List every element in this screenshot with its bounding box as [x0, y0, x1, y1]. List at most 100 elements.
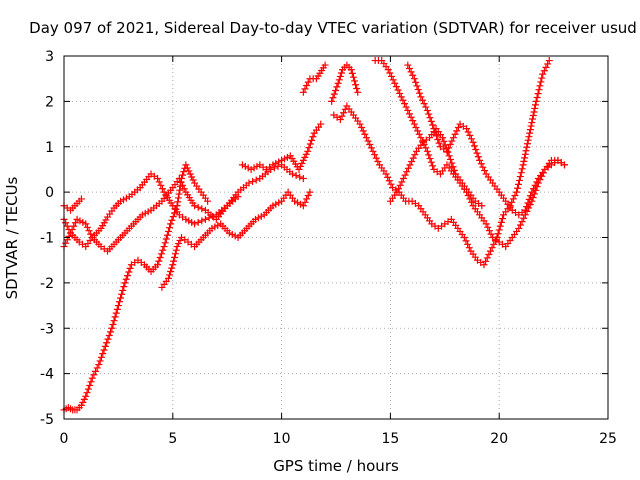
- data-point: [412, 78, 420, 86]
- data-point: [111, 313, 119, 321]
- data-point: [122, 275, 130, 283]
- data-point: [84, 385, 92, 393]
- data-point: [415, 130, 423, 138]
- data-point: [358, 123, 366, 131]
- data-point: [120, 283, 128, 291]
- data-point: [172, 205, 180, 213]
- data-point: [87, 378, 95, 386]
- data-point: [518, 218, 526, 226]
- data-point: [526, 126, 534, 134]
- data-point: [372, 154, 380, 162]
- series-arc-8: [328, 61, 362, 105]
- data-point: [539, 70, 547, 78]
- data-point: [191, 202, 199, 210]
- data-point: [403, 168, 411, 176]
- data-point: [516, 221, 524, 229]
- data-point: [62, 239, 70, 247]
- data-point: [527, 192, 535, 200]
- data-point: [469, 138, 477, 146]
- data-point: [107, 328, 115, 336]
- data-point: [155, 178, 163, 186]
- data-point: [303, 81, 311, 89]
- data-point: [485, 227, 493, 235]
- data-point: [394, 86, 402, 94]
- data-point: [164, 274, 172, 282]
- data-point: [328, 97, 336, 105]
- data-point: [176, 237, 184, 245]
- data-point: [176, 182, 184, 190]
- data-point: [198, 217, 206, 225]
- data-point: [407, 113, 415, 121]
- data-point: [117, 294, 125, 302]
- data-point: [309, 133, 317, 141]
- data-point: [440, 137, 448, 145]
- data-point: [125, 268, 133, 276]
- data-point: [450, 166, 458, 174]
- data-point: [517, 169, 525, 177]
- data-point: [433, 132, 441, 140]
- y-tick-label: -3: [40, 321, 54, 337]
- data-point: [158, 185, 166, 193]
- data-point: [194, 203, 202, 211]
- data-point: [531, 181, 539, 189]
- data-point: [488, 244, 496, 252]
- data-point: [523, 140, 531, 148]
- data-point: [426, 155, 434, 163]
- data-point: [168, 216, 176, 224]
- data-point: [173, 202, 181, 210]
- data-point: [477, 160, 485, 168]
- data-point: [529, 185, 537, 193]
- data-point: [183, 164, 191, 172]
- data-point: [304, 192, 312, 200]
- data-point: [353, 85, 361, 93]
- series-arc-11: [404, 61, 568, 219]
- data-point: [296, 173, 304, 181]
- data-point: [304, 147, 312, 155]
- series-arc-9: [330, 57, 553, 269]
- data-point: [404, 61, 412, 69]
- data-point: [490, 240, 498, 248]
- data-point: [68, 226, 76, 234]
- data-point: [514, 180, 522, 188]
- data-point: [537, 78, 545, 86]
- y-tick-label: -4: [40, 367, 54, 383]
- data-point: [523, 143, 531, 151]
- data-point: [113, 305, 121, 313]
- data-point: [532, 97, 540, 105]
- data-point: [170, 257, 178, 265]
- y-tick-label: 1: [45, 140, 54, 156]
- data-point: [533, 178, 541, 186]
- data-point: [395, 185, 403, 193]
- data-point: [180, 168, 188, 176]
- data-point: [194, 218, 202, 226]
- data-point: [463, 125, 471, 133]
- data-point: [163, 231, 171, 239]
- data-point: [526, 129, 534, 137]
- data-point: [176, 186, 184, 194]
- data-point: [121, 279, 129, 287]
- data-point: [245, 179, 253, 187]
- data-point: [173, 243, 181, 251]
- data-point: [333, 83, 341, 91]
- data-point: [101, 342, 109, 350]
- y-tick-label: -2: [40, 276, 54, 292]
- data-point: [412, 123, 420, 131]
- data-point: [429, 162, 437, 170]
- data-point: [410, 120, 418, 128]
- data-point: [522, 147, 530, 155]
- data-point: [359, 127, 367, 135]
- data-point: [82, 220, 90, 228]
- data-point: [524, 199, 532, 207]
- data-point: [411, 151, 419, 159]
- data-point: [427, 117, 435, 125]
- data-point: [96, 357, 104, 365]
- data-point: [453, 127, 461, 135]
- data-point: [393, 188, 401, 196]
- data-point: [306, 140, 314, 148]
- data-point: [171, 253, 179, 261]
- data-point: [354, 88, 362, 96]
- data-point: [83, 223, 91, 231]
- data-point: [422, 144, 430, 152]
- data-point: [446, 155, 454, 163]
- data-point: [83, 389, 91, 397]
